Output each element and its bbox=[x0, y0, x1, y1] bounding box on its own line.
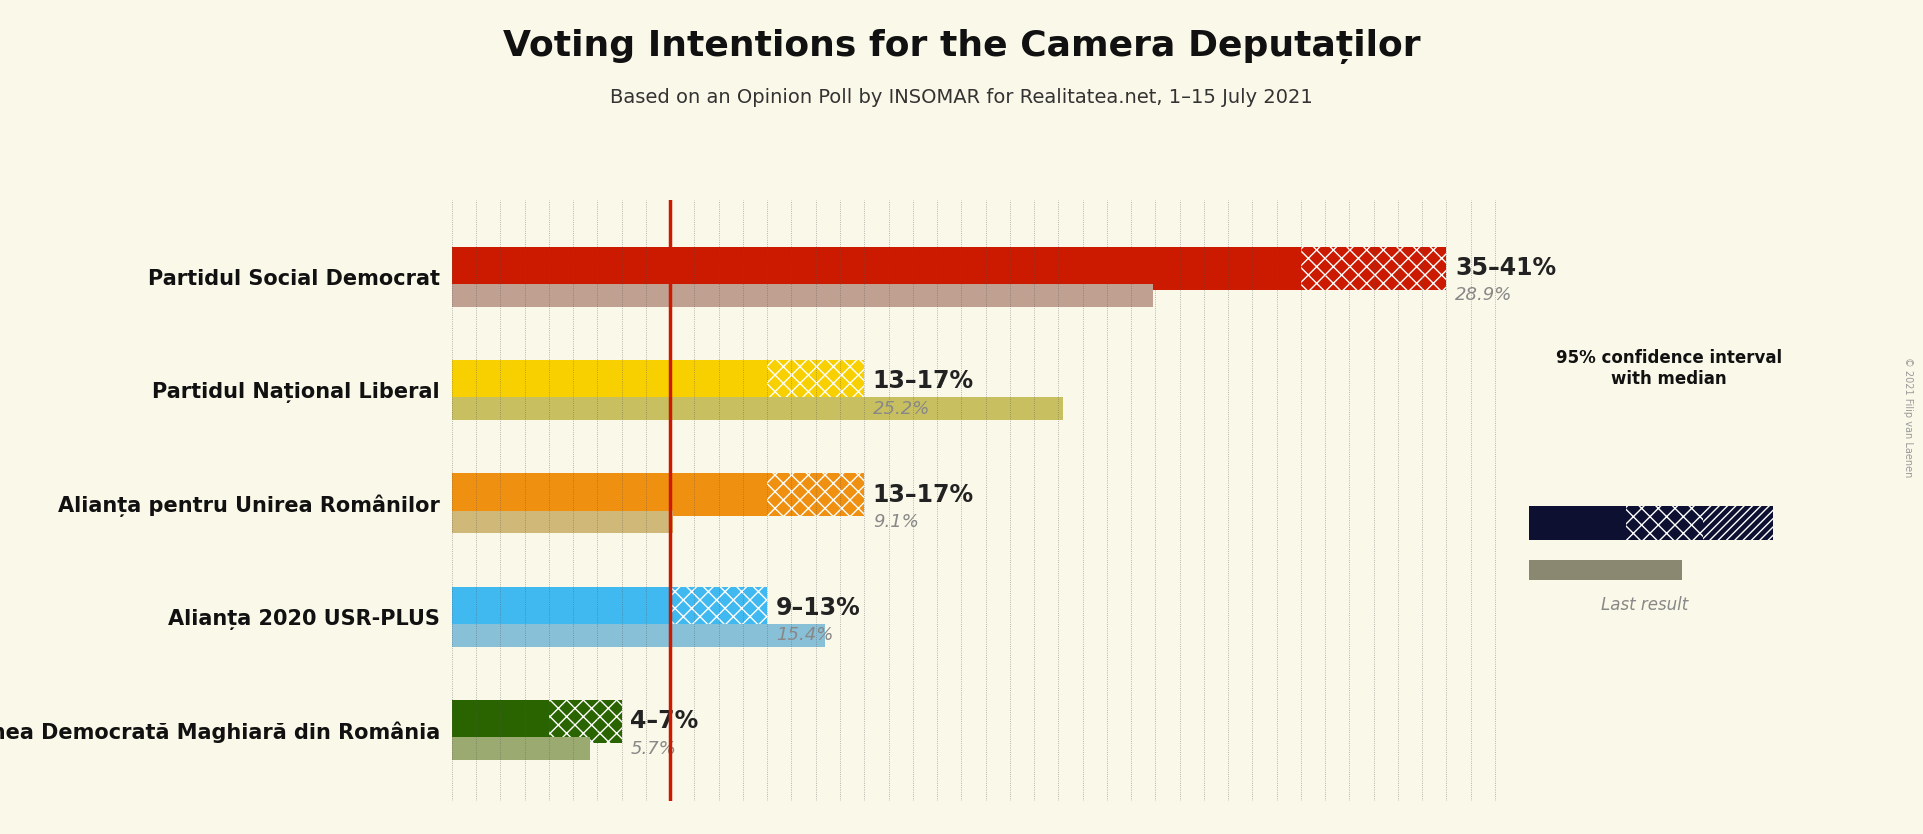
Bar bbox=[452, 473, 767, 516]
Text: Voting Intentions for the Camera Deputaților: Voting Intentions for the Camera Deputaț… bbox=[502, 29, 1421, 64]
Bar bbox=[452, 510, 673, 533]
Bar bbox=[671, 586, 767, 630]
Bar bbox=[452, 586, 671, 630]
Text: 9.1%: 9.1% bbox=[873, 513, 919, 531]
Bar bbox=[1529, 506, 1627, 540]
Bar bbox=[767, 473, 863, 516]
Bar bbox=[452, 397, 1063, 420]
Text: 95% confidence interval
with median: 95% confidence interval with median bbox=[1556, 349, 1783, 388]
Text: 28.9%: 28.9% bbox=[1456, 286, 1511, 304]
Bar bbox=[1300, 247, 1446, 289]
Bar bbox=[452, 624, 825, 646]
Text: Last result: Last result bbox=[1600, 596, 1688, 615]
Text: Partidul Social Democrat: Partidul Social Democrat bbox=[148, 269, 440, 289]
Bar bbox=[452, 360, 767, 403]
Bar bbox=[548, 700, 621, 743]
Text: Alianța pentru Unirea Românilor: Alianța pentru Unirea Românilor bbox=[58, 495, 440, 517]
Text: 9–13%: 9–13% bbox=[775, 596, 860, 620]
Text: 13–17%: 13–17% bbox=[873, 369, 973, 394]
Text: 15.4%: 15.4% bbox=[775, 626, 833, 644]
Text: 13–17%: 13–17% bbox=[873, 483, 973, 507]
Text: 4–7%: 4–7% bbox=[631, 710, 698, 733]
Bar bbox=[452, 247, 1300, 289]
Text: 25.2%: 25.2% bbox=[873, 399, 931, 418]
Text: Based on an Opinion Poll by INSOMAR for Realitatea.net, 1–15 July 2021: Based on an Opinion Poll by INSOMAR for … bbox=[610, 88, 1313, 107]
Bar bbox=[767, 360, 863, 403]
Bar bbox=[1627, 506, 1704, 540]
Text: Alianța 2020 USR-PLUS: Alianța 2020 USR-PLUS bbox=[167, 609, 440, 630]
Text: 35–41%: 35–41% bbox=[1456, 256, 1556, 280]
Bar bbox=[452, 284, 1154, 307]
Text: Partidul Național Liberal: Partidul Național Liberal bbox=[152, 382, 440, 404]
Bar bbox=[452, 700, 548, 743]
Text: Uniunea Democrată Maghiară din România: Uniunea Democrată Maghiară din România bbox=[0, 722, 440, 743]
Bar bbox=[1529, 560, 1683, 580]
Text: © 2021 Filip van Laenen: © 2021 Filip van Laenen bbox=[1902, 357, 1913, 477]
Text: 5.7%: 5.7% bbox=[631, 740, 677, 757]
Bar bbox=[452, 737, 590, 760]
Bar bbox=[1704, 506, 1773, 540]
